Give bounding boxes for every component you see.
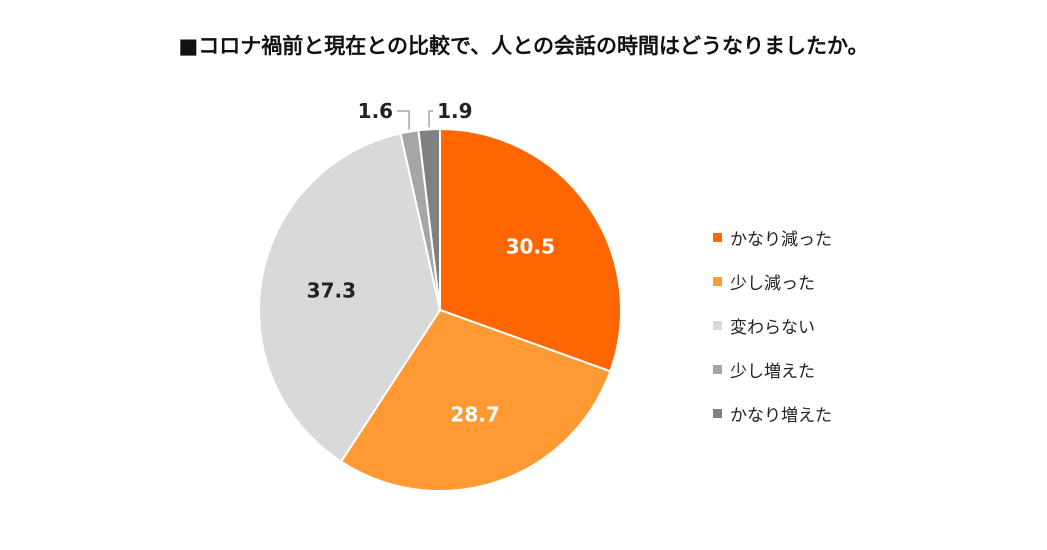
data-label-sukoshi-fueta: 1.6 [358, 99, 393, 123]
leader-line-kanari-fueta [428, 110, 434, 128]
legend-swatch-kanari-fueta [713, 408, 722, 418]
data-label-sukoshi-hetta: 28.7 [450, 403, 499, 427]
chart-title: ■コロナ禍前と現在との比較で、人との会話の時間はどうなりましたか。 [178, 34, 869, 58]
data-label-kawaranai: 37.3 [307, 278, 356, 302]
legend-item-kawaranai: 変わらない [713, 303, 832, 347]
chart-legend: かなり減った 少し減った変わらない少し増えたかなり増えた [713, 215, 832, 435]
legend-label-sukoshi-hetta: 少し減った [730, 273, 815, 294]
legend-swatch-sukoshi-hetta [713, 276, 722, 286]
pie-slice-kanari-hetta [439, 127, 622, 373]
legend-item-kanari-hetta: かなり減った [713, 215, 832, 259]
legend-item-sukoshi-fueta: 少し増えた [713, 347, 832, 391]
legend-item-sukoshi-hetta: 少し減った [713, 259, 832, 303]
legend-item-kanari-fueta: かなり増えた [713, 391, 832, 435]
data-label-kanari-fueta: 1.9 [437, 99, 472, 123]
pie-slice-kanari-fueta [417, 127, 441, 311]
legend-label-kanari-hetta: かなり減った [730, 229, 832, 250]
legend-swatch-kanari-hetta [713, 232, 722, 242]
legend-label-kanari-fueta: かなり増えた [730, 405, 832, 426]
pie-slice-sukoshi-hetta [339, 308, 612, 492]
leader-line-sukoshi-fueta [397, 110, 410, 130]
legend-label-sukoshi-fueta: 少し増えた [730, 361, 815, 382]
legend-swatch-sukoshi-fueta [713, 364, 722, 374]
legend-swatch-kawaranai [713, 320, 722, 330]
data-label-kanari-hetta: 30.5 [506, 235, 555, 259]
legend-label-kawaranai: 変わらない [730, 317, 815, 338]
pie-slice-kawaranai [258, 132, 442, 463]
